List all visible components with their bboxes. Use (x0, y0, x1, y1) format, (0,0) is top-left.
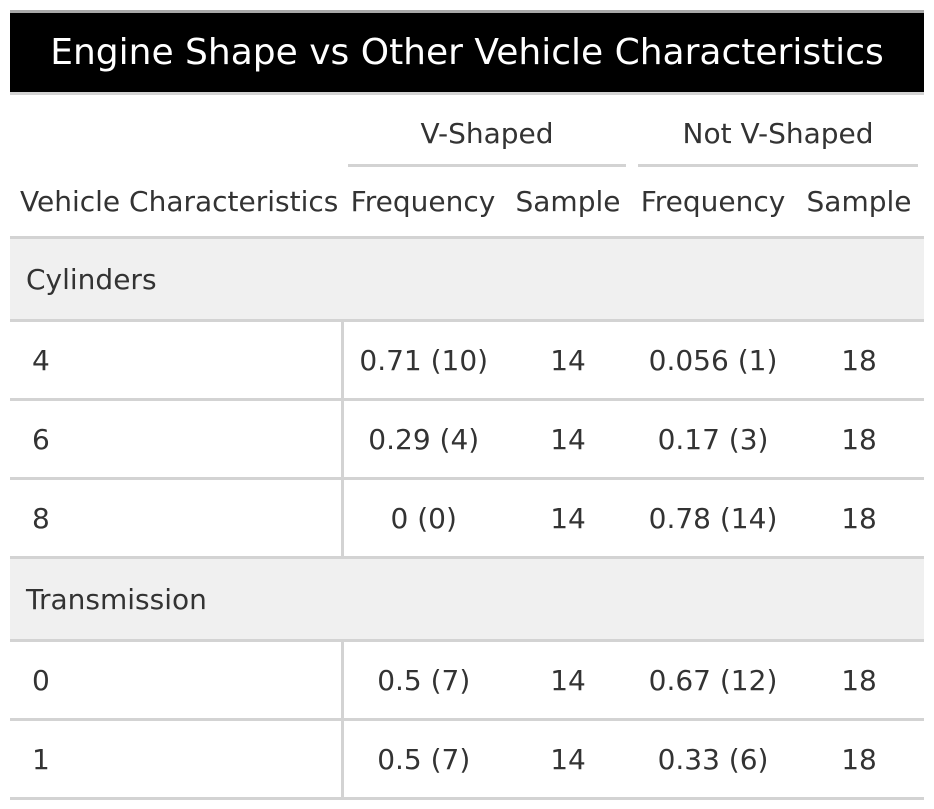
spanner-not-v-shaped: Not V-Shaped (638, 117, 919, 167)
table-row: 4 0.71 (10) 14 0.056 (1) 18 (10, 320, 925, 401)
row-label: 8 (10, 478, 344, 559)
spanner-cell-not-v-shaped: Not V-Shaped (632, 95, 924, 167)
group-row: Cylinders (10, 237, 925, 322)
cell-v-sample: 14 (504, 640, 633, 721)
cell-v-frequency: 0.5 (7) (342, 719, 504, 800)
column-header-nv-frequency: Frequency (632, 167, 795, 239)
cell-v-sample: 14 (504, 719, 633, 800)
cell-nv-frequency: 0.67 (12) (632, 640, 795, 721)
spanner-blank (10, 95, 342, 167)
spanner-v-shaped: V-Shaped (348, 117, 627, 167)
table-title: Engine Shape vs Other Vehicle Characteri… (10, 10, 924, 92)
table-row: 1 0.5 (7) 14 0.33 (6) 18 (10, 719, 925, 800)
cell-nv-frequency: 0.17 (3) (632, 399, 795, 480)
cell-nv-sample: 18 (794, 320, 925, 401)
cell-v-sample: 14 (504, 478, 633, 559)
cell-v-sample: 14 (504, 399, 633, 480)
spanner-row: V-Shaped Not V-Shaped (10, 95, 924, 167)
cell-nv-sample: 18 (794, 478, 925, 559)
group-row: Transmission (10, 557, 925, 642)
column-header-characteristics: Vehicle Characteristics (10, 167, 342, 239)
table-row: 6 0.29 (4) 14 0.17 (3) 18 (10, 399, 925, 480)
cell-v-frequency: 0.29 (4) (342, 399, 504, 480)
column-header-row: Vehicle Characteristics Frequency Sample… (10, 167, 925, 239)
cell-nv-frequency: 0.78 (14) (632, 478, 795, 559)
cell-nv-frequency: 0.33 (6) (632, 719, 795, 800)
cell-v-sample: 14 (504, 320, 633, 401)
spanner-cell-v-shaped: V-Shaped (342, 95, 632, 167)
row-label: 0 (10, 640, 344, 721)
column-header-nv-sample: Sample (794, 167, 925, 239)
cell-nv-sample: 18 (794, 640, 925, 721)
row-label: 1 (10, 719, 344, 800)
column-header-v-sample: Sample (504, 167, 633, 239)
title-divider (10, 92, 924, 95)
cell-nv-sample: 18 (794, 719, 925, 800)
table-container: Engine Shape vs Other Vehicle Characteri… (10, 10, 925, 800)
cell-v-frequency: 0.71 (10) (342, 320, 504, 401)
column-header-v-frequency: Frequency (342, 167, 504, 239)
row-label: 6 (10, 399, 344, 480)
cell-v-frequency: 0.5 (7) (342, 640, 504, 721)
table-row: 0 0.5 (7) 14 0.67 (12) 18 (10, 640, 925, 721)
row-label: 4 (10, 320, 344, 401)
cell-nv-frequency: 0.056 (1) (632, 320, 795, 401)
group-label: Transmission (10, 557, 925, 642)
cell-nv-sample: 18 (794, 399, 925, 480)
group-label: Cylinders (10, 237, 925, 322)
data-table: V-Shaped Not V-Shaped Vehicle Characteri… (10, 95, 925, 800)
cell-v-frequency: 0 (0) (342, 478, 504, 559)
